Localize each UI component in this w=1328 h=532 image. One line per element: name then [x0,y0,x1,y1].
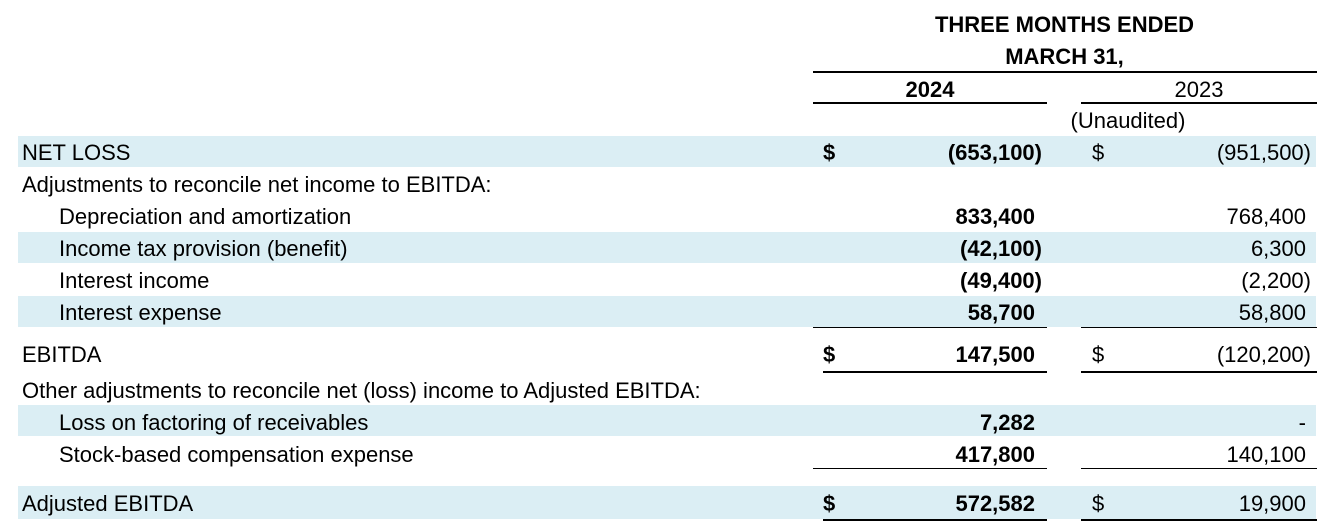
stock-comp-label: Stock-based compensation expense [59,442,414,467]
ebitda-2023-currency: $ [1092,342,1105,367]
interest-expense-label: Interest expense [59,300,222,325]
adjusted-ebitda-2023-currency: $ [1092,491,1105,516]
year-2023-header: 2023 [1174,77,1224,102]
interest-income-2023-value: (2,200) [1241,268,1311,293]
depreciation-2023-value: 768,400 [1226,204,1306,229]
interest-expense-2024-value: 58,700 [967,300,1035,325]
subtotal2-rule-2024 [813,468,1047,469]
row-band-income-tax [18,232,1316,263]
subtotal-rule-2024 [813,327,1047,328]
adjustments-heading: Adjustments to reconcile net income to E… [22,172,492,197]
adjusted-ebitda-2024-value: 572,582 [955,491,1035,516]
ebitda-2024-currency: $ [823,342,836,367]
year-2023-rule [1081,102,1317,104]
total-rule-2023 [1081,519,1317,521]
period-header-line1: THREE MONTHS ENDED [934,12,1195,37]
income-tax-label: Income tax provision (benefit) [59,236,348,261]
net-loss-2024-currency: $ [823,140,836,165]
adjusted-ebitda-2023-value: 19,900 [1238,491,1306,516]
ebitda-rule-2024 [823,371,1047,373]
net-loss-2023-currency: $ [1092,140,1105,165]
row-band-factoring [18,405,1316,436]
interest-expense-2023-value: 58,800 [1238,300,1306,325]
ebitda-rule-2023 [1081,371,1317,373]
unaudited-label: (Unaudited) [1070,108,1186,133]
net-loss-label: NET LOSS [22,140,131,165]
year-2024-header: 2024 [905,77,955,102]
factoring-loss-2023-value: - [1298,410,1306,435]
net-loss-2024-value: (653,100) [947,140,1042,165]
ebitda-label: EBITDA [22,342,102,367]
subtotal2-rule-2023 [1081,468,1317,469]
row-band-adjusted-ebitda [18,486,1316,519]
income-tax-2024-value: (42,100) [960,236,1042,261]
adjusted-ebitda-label: Adjusted EBITDA [22,491,194,516]
other-adjustments-heading: Other adjustments to reconcile net (loss… [22,378,701,403]
period-header-line2: MARCH 31, [1005,44,1124,69]
income-tax-2023-value: 6,300 [1250,236,1306,261]
interest-income-2024-value: (49,400) [960,268,1042,293]
stock-comp-2023-value: 140,100 [1226,442,1306,467]
factoring-loss-label: Loss on factoring of receivables [59,410,369,435]
adjusted-ebitda-2024-currency: $ [823,491,836,516]
subtotal-rule-2023 [1081,327,1317,328]
net-loss-2023-value: (951,500) [1216,140,1311,165]
ebitda-2023-value: (120,200) [1216,342,1311,367]
interest-income-label: Interest income [59,268,210,293]
year-2024-rule [813,102,1047,104]
header-rule [813,71,1317,73]
total-rule-2024 [823,519,1047,521]
row-band-net-loss [18,136,1316,167]
depreciation-label: Depreciation and amortization [59,204,352,229]
depreciation-2024-value: 833,400 [955,204,1035,229]
factoring-loss-2024-value: 7,282 [979,410,1035,435]
row-band-interest-expense [18,296,1316,327]
stock-comp-2024-value: 417,800 [955,442,1035,467]
ebitda-2024-value: 147,500 [955,342,1035,367]
